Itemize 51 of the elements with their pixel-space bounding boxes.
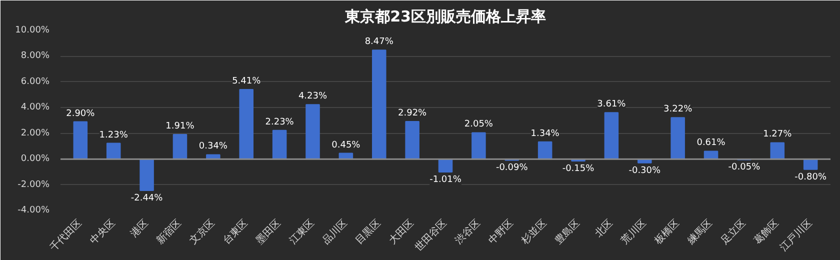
x-tick-label: 目黒区 bbox=[354, 218, 384, 247]
data-label: 1.27% bbox=[763, 130, 792, 140]
data-label: 0.34% bbox=[198, 142, 228, 152]
data-label: 2.92% bbox=[398, 108, 428, 119]
x-tick-label: 荒川区 bbox=[618, 216, 649, 247]
x-tick-label: 新宿区 bbox=[154, 216, 184, 247]
data-label: 1.23% bbox=[99, 130, 128, 140]
data-label: 2.90% bbox=[66, 108, 96, 119]
data-label: 0.61% bbox=[696, 138, 726, 148]
data-label: 0.45% bbox=[332, 140, 361, 150]
x-tick-label: 中央区 bbox=[88, 216, 118, 247]
data-label: 8.47% bbox=[364, 37, 394, 48]
data-label: 5.41% bbox=[232, 76, 262, 87]
data-label: -0.05% bbox=[728, 162, 761, 173]
x-tick-label: 足立区 bbox=[718, 216, 748, 247]
data-label: 4.23% bbox=[298, 92, 328, 102]
x-tick-label: 江東区 bbox=[286, 216, 317, 247]
x-tick-label: 練馬区 bbox=[684, 216, 715, 248]
data-label: 3.61% bbox=[597, 100, 626, 110]
chart-title: 東京都23区別販売価格上昇率 bbox=[344, 8, 546, 26]
data-label: 3.22% bbox=[664, 104, 693, 115]
y-tick-label: 2.00% bbox=[20, 128, 50, 138]
data-label: -2.44% bbox=[130, 193, 164, 204]
data-label: -0.30% bbox=[628, 166, 662, 176]
y-tick-label: -4.00% bbox=[18, 206, 50, 216]
y-tick-label: 6.00% bbox=[20, 76, 50, 87]
x-tick-label: 墨田区 bbox=[254, 218, 284, 247]
data-label: -0.80% bbox=[794, 172, 827, 182]
x-tick-label: 渋谷区 bbox=[452, 216, 483, 247]
x-tick-label: 板橋区 bbox=[651, 216, 682, 248]
data-label: 1.34% bbox=[530, 128, 560, 139]
x-tick-label: 港区 bbox=[128, 216, 151, 240]
y-tick-label: 8.00% bbox=[20, 51, 50, 62]
y-tick-label: 0.00% bbox=[20, 154, 50, 164]
x-tick-label: 台東区 bbox=[220, 216, 250, 247]
data-label: 2.05% bbox=[464, 120, 494, 130]
data-label: -1.01% bbox=[430, 175, 462, 186]
y-tick-label: 4.00% bbox=[20, 102, 50, 113]
x-tick-label: 千代田区 bbox=[48, 216, 84, 254]
y-tick-label: 10.00% bbox=[15, 26, 50, 36]
x-tick-label: 杉並区 bbox=[518, 216, 549, 248]
x-tick-label: 文京区 bbox=[187, 216, 218, 247]
data-label: 1.91% bbox=[166, 122, 195, 132]
x-tick-label: 豊島区 bbox=[552, 216, 582, 247]
x-tick-label: 品川区 bbox=[320, 216, 350, 247]
y-tick-label: -2.00% bbox=[18, 180, 50, 190]
data-label: -0.15% bbox=[562, 164, 595, 174]
x-tick-label: 北区 bbox=[592, 216, 616, 240]
x-tick-label: 中野区 bbox=[486, 216, 516, 247]
data-label: -0.09% bbox=[496, 163, 528, 174]
data-label: 2.23% bbox=[265, 117, 294, 128]
